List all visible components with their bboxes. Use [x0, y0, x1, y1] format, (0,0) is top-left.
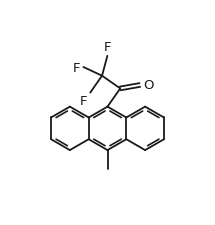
- Text: O: O: [143, 79, 154, 92]
- Text: F: F: [80, 95, 87, 108]
- Text: F: F: [104, 40, 111, 53]
- Text: F: F: [73, 61, 80, 74]
